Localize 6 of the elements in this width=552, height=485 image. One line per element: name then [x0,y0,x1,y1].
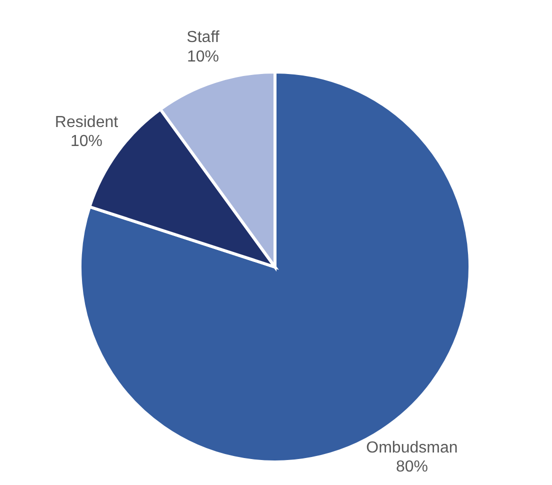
slice-label: Staff [186,29,220,46]
slice-label: Resident [54,114,119,131]
data-label: 80% [396,458,428,476]
slice-label: Ombudsman [366,439,458,456]
data-label: 10% [70,133,103,150]
data-label: 10% [186,48,220,66]
